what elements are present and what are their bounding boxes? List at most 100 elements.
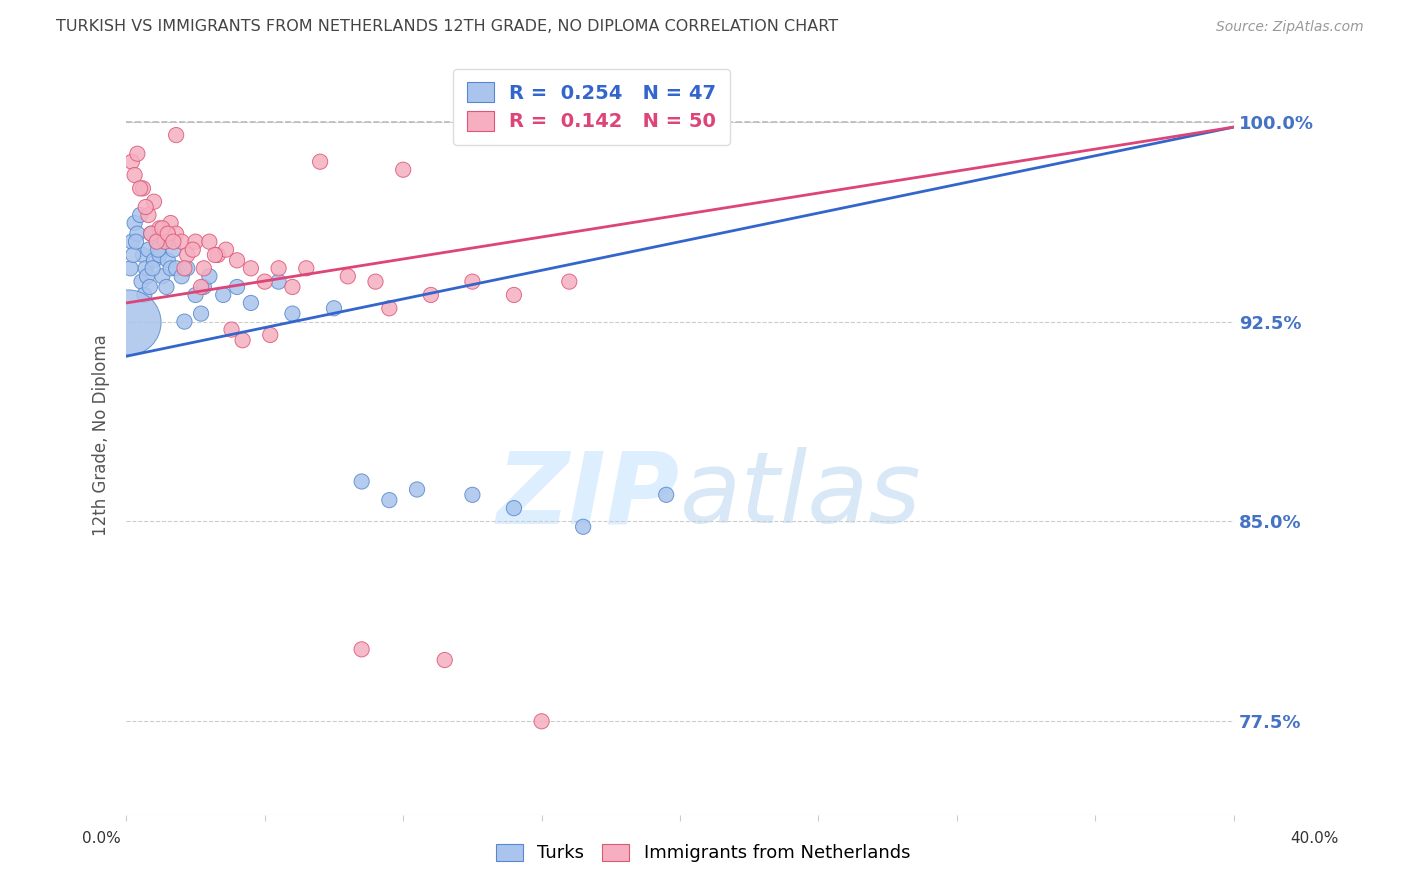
Point [122,248,145,262]
Point [135,200,157,214]
Point [181,243,204,257]
Point [239,261,262,276]
Point [323,301,346,316]
Point [378,493,401,508]
Legend: R =  0.254   N = 47, R =  0.142   N = 50: R = 0.254 N = 47, R = 0.142 N = 50 [453,69,730,145]
Text: atlas: atlas [681,447,922,544]
Point [212,288,235,302]
Point [135,261,157,276]
Point [221,323,243,337]
Point [572,520,595,534]
Point [127,227,149,241]
Point [150,269,173,284]
Point [419,288,441,302]
Point [134,288,156,302]
Point [131,275,153,289]
Point [190,280,212,294]
Point [281,280,304,294]
Point [165,227,187,241]
Point [198,235,221,249]
Point [173,261,195,276]
Point [170,269,193,284]
Point [253,275,276,289]
Point [530,714,553,729]
Point [124,168,146,182]
Point [655,488,678,502]
Y-axis label: 12th Grade, No Diploma: 12th Grade, No Diploma [93,334,110,536]
Point [226,253,249,268]
Point [193,280,215,294]
Text: 0.0%: 0.0% [82,831,121,846]
Point [190,307,212,321]
Point [121,235,143,249]
Point [392,162,415,177]
Point [207,248,229,262]
Point [117,315,139,329]
Point [132,181,155,195]
Point [156,227,179,241]
Point [143,253,166,268]
Point [124,216,146,230]
Point [198,269,221,284]
Point [503,501,526,516]
Point [153,235,176,249]
Point [176,261,198,276]
Point [138,243,160,257]
Point [129,208,152,222]
Point [148,221,170,235]
Point [153,235,176,249]
Point [165,261,187,276]
Point [142,261,165,276]
Point [204,248,226,262]
Point [146,243,169,257]
Point [232,333,254,347]
Point [295,261,318,276]
Point [145,235,167,249]
Point [558,275,581,289]
Point [336,269,359,284]
Point [121,154,143,169]
Point [141,227,163,241]
Point [170,235,193,249]
Point [309,154,332,169]
Point [215,243,238,257]
Point [350,475,373,489]
Point [165,128,187,142]
Point [350,642,373,657]
Point [176,248,198,262]
Point [159,216,181,230]
Point [378,301,401,316]
Point [281,307,304,321]
Point [125,235,148,249]
Point [141,227,163,241]
Point [267,275,290,289]
Legend: Turks, Immigrants from Netherlands: Turks, Immigrants from Netherlands [488,837,918,870]
Point [503,288,526,302]
Text: ZIP: ZIP [498,447,681,544]
Point [132,248,155,262]
Point [193,261,215,276]
Text: 40.0%: 40.0% [1291,831,1339,846]
Point [155,280,177,294]
Point [120,261,142,276]
Point [461,275,484,289]
Point [184,288,207,302]
Point [173,315,195,329]
Point [433,653,456,667]
Point [461,488,484,502]
Point [267,261,290,276]
Point [259,327,281,342]
Point [226,280,249,294]
Point [239,296,262,310]
Point [145,235,167,249]
Point [136,269,159,284]
Point [159,261,181,276]
Point [162,235,184,249]
Point [148,248,170,262]
Point [138,208,160,222]
Point [143,194,166,209]
Point [150,221,173,235]
Point [364,275,387,289]
Text: TURKISH VS IMMIGRANTS FROM NETHERLANDS 12TH GRADE, NO DIPLOMA CORRELATION CHART: TURKISH VS IMMIGRANTS FROM NETHERLANDS 1… [56,20,838,34]
Point [129,181,152,195]
